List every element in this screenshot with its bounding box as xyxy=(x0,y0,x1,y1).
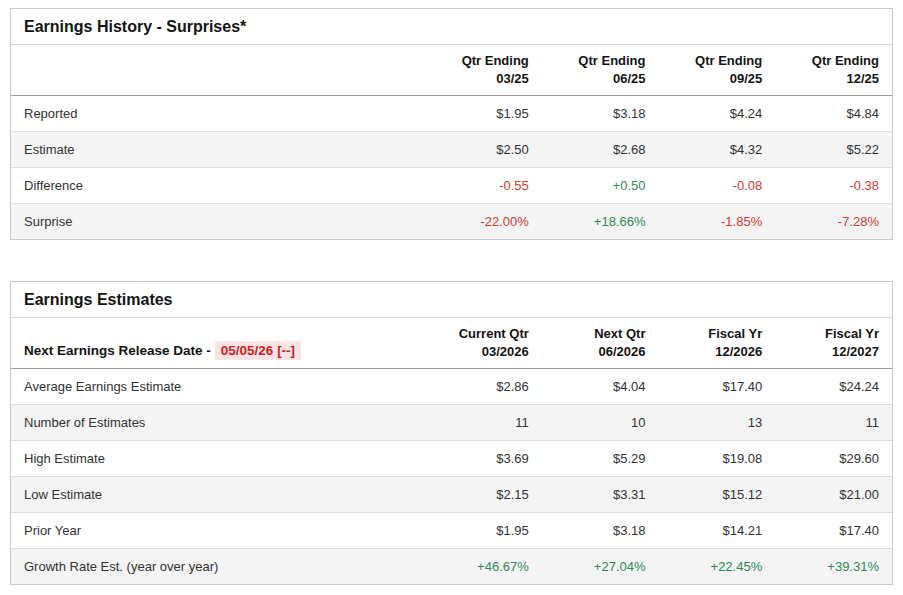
earnings-history-section: Earnings History - Surprises* Qtr Ending… xyxy=(10,8,893,240)
table-row-prior-year: Prior Year $1.95 $3.18 $14.21 $17.40 xyxy=(11,513,892,549)
column-header-line1: Fiscal Yr xyxy=(708,326,762,341)
release-date-label: Next Earnings Release Date - xyxy=(24,343,211,358)
column-header-qtr-1225: Qtr Ending 12/25 xyxy=(775,45,892,96)
cell-value: $21.00 xyxy=(775,477,892,513)
cell-value: $15.12 xyxy=(659,477,776,513)
cell-value-negative: -0.55 xyxy=(425,168,542,204)
column-header-line1: Next Qtr xyxy=(594,326,645,341)
table-row-growth-rate: Growth Rate Est. (year over year) +46.67… xyxy=(11,549,892,585)
table-row-number-of-estimates: Number of Estimates 11 10 13 11 xyxy=(11,405,892,441)
cell-value: $24.24 xyxy=(775,369,892,405)
cell-value-negative: -0.38 xyxy=(775,168,892,204)
row-label: Number of Estimates xyxy=(11,405,425,441)
cell-value-positive: +22.45% xyxy=(659,549,776,585)
cell-value: $3.69 xyxy=(425,441,542,477)
release-date-value: 05/05/26 [--] xyxy=(215,341,301,360)
column-header-line2: 06/25 xyxy=(613,71,646,86)
cell-value-negative: -0.08 xyxy=(659,168,776,204)
cell-value: $2.68 xyxy=(542,132,659,168)
column-header-current-qtr: Current Qtr 03/2026 xyxy=(425,318,542,369)
column-header-line2: 03/2026 xyxy=(482,344,529,359)
row-label: Prior Year xyxy=(11,513,425,549)
cell-value: $1.95 xyxy=(425,513,542,549)
cell-value: $2.86 xyxy=(425,369,542,405)
cell-value: $1.95 xyxy=(425,96,542,132)
cell-value: 10 xyxy=(542,405,659,441)
earnings-estimates-title: Earnings Estimates xyxy=(11,282,892,318)
column-header-qtr-0325: Qtr Ending 03/25 xyxy=(425,45,542,96)
table-row-low-estimate: Low Estimate $2.15 $3.31 $15.12 $21.00 xyxy=(11,477,892,513)
table-row-average-estimate: Average Earnings Estimate $2.86 $4.04 $1… xyxy=(11,369,892,405)
cell-value: $19.08 xyxy=(659,441,776,477)
cell-value: $3.18 xyxy=(542,513,659,549)
cell-value: 11 xyxy=(425,405,542,441)
cell-value: $5.29 xyxy=(542,441,659,477)
cell-value: $3.18 xyxy=(542,96,659,132)
column-header-line2: 03/25 xyxy=(496,71,529,86)
column-header-line1: Qtr Ending xyxy=(578,53,645,68)
cell-value-positive: +18.66% xyxy=(542,204,659,240)
release-date-cell: Next Earnings Release Date - 05/05/26 [--… xyxy=(11,318,425,369)
table-row-surprise: Surprise -22.00% +18.66% -1.85% -7.28% xyxy=(11,204,892,240)
cell-value: $17.40 xyxy=(775,513,892,549)
table-row-difference: Difference -0.55 +0.50 -0.08 -0.38 xyxy=(11,168,892,204)
earnings-estimates-table: Next Earnings Release Date - 05/05/26 [--… xyxy=(11,318,892,584)
column-header-next-qtr: Next Qtr 06/2026 xyxy=(542,318,659,369)
column-header-line1: Current Qtr xyxy=(459,326,529,341)
column-header-line1: Qtr Ending xyxy=(462,53,529,68)
cell-value: $4.24 xyxy=(659,96,776,132)
column-header-line2: 12/2026 xyxy=(715,344,762,359)
earnings-estimates-header-row: Next Earnings Release Date - 05/05/26 [--… xyxy=(11,318,892,369)
cell-value: $4.32 xyxy=(659,132,776,168)
column-header-qtr-0925: Qtr Ending 09/25 xyxy=(659,45,776,96)
column-header-line2: 12/25 xyxy=(846,71,879,86)
cell-value: $4.04 xyxy=(542,369,659,405)
cell-value: $3.31 xyxy=(542,477,659,513)
cell-value: $17.40 xyxy=(659,369,776,405)
column-header-line2: 09/25 xyxy=(730,71,763,86)
cell-value: $4.84 xyxy=(775,96,892,132)
column-header-fiscal-yr-2027: Fiscal Yr 12/2027 xyxy=(775,318,892,369)
earnings-history-title: Earnings History - Surprises* xyxy=(11,9,892,45)
cell-value-negative: -1.85% xyxy=(659,204,776,240)
row-label: High Estimate xyxy=(11,441,425,477)
column-header-line1: Qtr Ending xyxy=(695,53,762,68)
row-label: Average Earnings Estimate xyxy=(11,369,425,405)
earnings-history-table: Qtr Ending 03/25 Qtr Ending 06/25 Qtr Endi… xyxy=(11,45,892,239)
earnings-history-header-row: Qtr Ending 03/25 Qtr Ending 06/25 Qtr Endi… xyxy=(11,45,892,96)
earnings-estimates-section: Earnings Estimates Next Earnings Release… xyxy=(10,281,893,585)
column-header-line1: Fiscal Yr xyxy=(825,326,879,341)
row-label: Estimate xyxy=(11,132,425,168)
row-label: Growth Rate Est. (year over year) xyxy=(11,549,425,585)
table-row-estimate: Estimate $2.50 $2.68 $4.32 $5.22 xyxy=(11,132,892,168)
cell-value-positive: +0.50 xyxy=(542,168,659,204)
cell-value: $14.21 xyxy=(659,513,776,549)
row-label: Reported xyxy=(11,96,425,132)
table-row-reported: Reported $1.95 $3.18 $4.24 $4.84 xyxy=(11,96,892,132)
column-header-line2: 12/2027 xyxy=(832,344,879,359)
cell-value: $2.50 xyxy=(425,132,542,168)
row-label: Difference xyxy=(11,168,425,204)
column-header-line1: Qtr Ending xyxy=(812,53,879,68)
column-header-fiscal-yr-2026: Fiscal Yr 12/2026 xyxy=(659,318,776,369)
cell-value: 11 xyxy=(775,405,892,441)
cell-value: $29.60 xyxy=(775,441,892,477)
cell-value: $2.15 xyxy=(425,477,542,513)
header-spacer xyxy=(11,45,425,96)
cell-value: $5.22 xyxy=(775,132,892,168)
cell-value-negative: -22.00% xyxy=(425,204,542,240)
row-label: Surprise xyxy=(11,204,425,240)
table-row-high-estimate: High Estimate $3.69 $5.29 $19.08 $29.60 xyxy=(11,441,892,477)
cell-value-positive: +39.31% xyxy=(775,549,892,585)
row-label: Low Estimate xyxy=(11,477,425,513)
cell-value-positive: +27.04% xyxy=(542,549,659,585)
column-header-line2: 06/2026 xyxy=(599,344,646,359)
cell-value-positive: +46.67% xyxy=(425,549,542,585)
column-header-qtr-0625: Qtr Ending 06/25 xyxy=(542,45,659,96)
cell-value-negative: -7.28% xyxy=(775,204,892,240)
cell-value: 13 xyxy=(659,405,776,441)
